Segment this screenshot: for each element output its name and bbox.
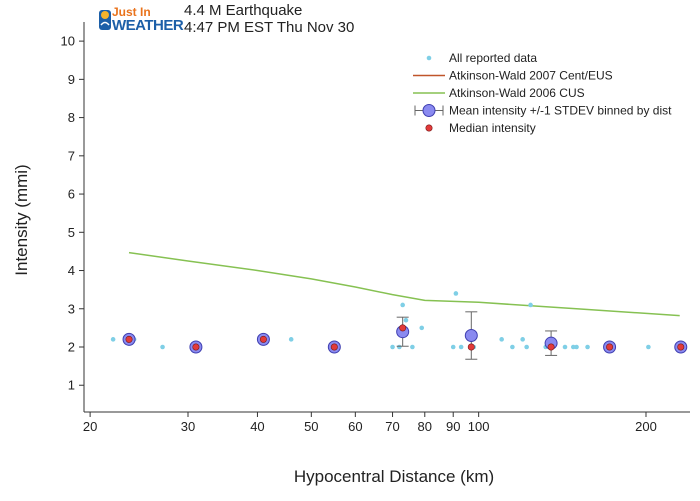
- reported-point: [524, 344, 529, 350]
- reported-point: [499, 337, 504, 342]
- x-tick-label: 80: [418, 419, 432, 434]
- legend-marker-reported: [426, 55, 432, 61]
- reported-point: [410, 344, 415, 350]
- median-intensity-marker: [125, 335, 133, 343]
- legend-marker-median: [425, 124, 433, 132]
- chart-title: 4.4 M Earthquake 4:47 PM EST Thu Nov 30: [184, 2, 354, 36]
- median-intensity-marker: [547, 343, 555, 351]
- y-axis-ticks: 1 2 3 4 5 6 7 8 9 10: [61, 34, 84, 393]
- y-tick-label: 5: [68, 225, 75, 240]
- atkinson-wald-2006-line: [128, 251, 680, 317]
- logo-mark-icon: [99, 10, 111, 30]
- median-intensity-markers: [125, 324, 685, 351]
- title-line-event: 4.4 M Earthquake: [184, 2, 303, 19]
- x-tick-label: 70: [385, 419, 399, 434]
- reported-point: [110, 337, 116, 342]
- legend: All reported data Atkinson-Wald 2007 Cent…: [413, 51, 672, 135]
- median-intensity-marker: [399, 324, 407, 332]
- y-tick-label: 4: [68, 263, 75, 278]
- legend-label: Median intensity: [449, 121, 536, 135]
- x-tick-label: 100: [468, 419, 490, 434]
- x-tick-label: 60: [348, 419, 362, 434]
- reported-point: [160, 344, 165, 350]
- legend-label: Mean intensity +/-1 STDEV binned by dist: [449, 104, 672, 118]
- x-tick-label: 50: [304, 419, 318, 434]
- y-tick-label: 8: [68, 110, 75, 125]
- x-tick-label: 20: [83, 419, 97, 434]
- logo-text-just-in: Just In: [112, 5, 151, 19]
- x-tick-label: 40: [250, 419, 264, 434]
- title-line-time: 4:47 PM EST Thu Nov 30: [184, 19, 355, 36]
- y-tick-label: 3: [68, 301, 75, 316]
- x-tick-label: 30: [181, 419, 195, 434]
- legend-label: Atkinson-Wald 2007 Cent/EUS: [449, 69, 613, 83]
- reported-point: [570, 344, 576, 350]
- y-tick-label: 6: [68, 187, 75, 202]
- just-in-weather-logo: Just In WEATHER: [98, 4, 184, 38]
- legend-label: All reported data: [449, 51, 537, 65]
- y-tick-label: 2: [68, 340, 75, 355]
- reported-point: [397, 344, 402, 350]
- reported-point: [400, 302, 405, 308]
- median-intensity-marker: [606, 343, 614, 351]
- reported-point: [520, 337, 525, 342]
- median-intensity-marker: [467, 343, 475, 351]
- median-intensity-marker: [259, 335, 267, 343]
- y-tick-label: 1: [68, 378, 75, 393]
- x-axis-label: Hypocentral Distance (km): [294, 467, 494, 486]
- reported-point: [574, 344, 579, 350]
- legend-marker-mean: [422, 104, 436, 117]
- median-intensity-marker: [677, 343, 685, 351]
- median-intensity-marker: [192, 343, 200, 351]
- reported-point: [646, 344, 651, 350]
- logo-text-weather: WEATHER: [112, 17, 184, 34]
- y-axis-label: Intensity (mmi): [12, 164, 31, 275]
- reported-point: [390, 344, 395, 350]
- mean-intensity-marker: [464, 329, 478, 343]
- reported-point: [419, 325, 425, 331]
- y-tick-label: 10: [61, 34, 75, 49]
- reported-point: [450, 344, 456, 350]
- model-lines: [128, 251, 680, 317]
- legend-label: Atkinson-Wald 2006 CUS: [449, 86, 585, 100]
- y-tick-label: 9: [68, 72, 75, 87]
- reported-point: [453, 291, 459, 296]
- reported-point: [528, 302, 533, 308]
- x-tick-label: 200: [635, 419, 657, 434]
- x-tick-label: 90: [446, 419, 460, 434]
- reported-point: [288, 337, 294, 342]
- x-axis-ticks: 20 30 40 50 60 70 80 90 100 200: [83, 412, 657, 434]
- reported-point: [562, 344, 568, 350]
- reported-point: [585, 344, 590, 350]
- reported-point: [458, 344, 464, 350]
- median-intensity-marker: [330, 343, 338, 351]
- y-tick-label: 7: [68, 148, 75, 163]
- reported-point: [510, 344, 515, 350]
- reported-point: [403, 317, 409, 323]
